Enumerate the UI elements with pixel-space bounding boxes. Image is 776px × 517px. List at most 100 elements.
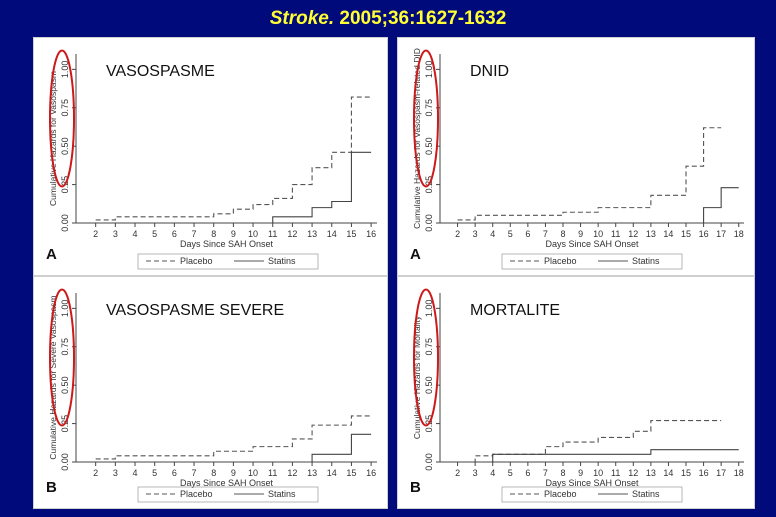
- x-tick-label: 6: [172, 229, 177, 239]
- x-tick-label: 17: [716, 468, 726, 478]
- panel-letter: B: [46, 479, 57, 496]
- chart-svg-mortalite: 0.000.250.500.751.002 3 4 5 6 7 8 9 10 11 12 13 14 15…: [410, 288, 744, 503]
- x-tick-label: 15: [346, 229, 356, 239]
- x-tick-label: 6: [525, 468, 530, 478]
- x-tick-label: 10: [248, 229, 258, 239]
- x-tick-label: 5: [152, 229, 157, 239]
- x-tick-label: 7: [543, 229, 548, 239]
- legend-label-statins: Statins: [632, 489, 660, 499]
- x-tick-label: 13: [646, 229, 656, 239]
- y-tick-label: 0.75: [60, 338, 70, 356]
- x-tick-label: 3: [473, 468, 478, 478]
- x-tick-label: 9: [231, 468, 236, 478]
- y-tick-label: 0.75: [60, 99, 70, 117]
- legend-label-statins: Statins: [268, 256, 296, 266]
- x-tick-label: 14: [327, 468, 337, 478]
- y-tick-label: 0.50: [60, 137, 70, 155]
- x-tick-label: 4: [490, 229, 495, 239]
- series-line-statins: [457, 187, 739, 224]
- overlay-label: DNID: [470, 63, 509, 80]
- y-axis-label: Cumulative Hazards for Severe Vasospasm: [48, 295, 58, 459]
- x-axis-label: Days Since SAH Onset: [180, 239, 274, 249]
- legend-label-placebo: Placebo: [544, 489, 577, 499]
- y-tick-label: 0.50: [424, 137, 434, 155]
- overlay-label: VASOSPASME: [106, 63, 215, 80]
- y-axis-label: Cumulative Hazards for Vasospasm-related…: [412, 48, 422, 229]
- chart-svg-vasospasme-severe: 0.000.250.500.751.002 3 4 5 6 7 8 9 10 11 12 13 14 15…: [46, 288, 377, 503]
- legend-label-statins: Statins: [268, 489, 296, 499]
- chart-svg-vasospasme: 0.000.250.500.751.002 3 4 5 6 7 8 9 10 11 12 13 14 15…: [46, 49, 377, 270]
- x-tick-label: 18: [734, 468, 744, 478]
- x-tick-label: 10: [248, 468, 258, 478]
- series-line-placebo: [95, 415, 372, 460]
- x-tick-label: 8: [211, 468, 216, 478]
- x-axis-label: Days Since SAH Onset: [180, 478, 274, 488]
- highlight-ellipse: [413, 49, 439, 188]
- x-tick-label: 11: [611, 468, 620, 478]
- citation-title: Stroke. 2005;36:1627-1632: [0, 8, 776, 30]
- series-line-placebo: [95, 96, 372, 221]
- x-tick-label: 9: [578, 229, 583, 239]
- x-tick-label: 13: [646, 468, 656, 478]
- x-tick-label: 2: [93, 468, 98, 478]
- legend-box: [501, 486, 683, 503]
- x-tick-label: 10: [593, 468, 603, 478]
- series-line-statins: [95, 433, 372, 463]
- series-line-placebo: [457, 127, 722, 221]
- y-tick-label: 1.00: [60, 300, 70, 318]
- x-tick-label: 7: [192, 468, 197, 478]
- chart-panel-vasospasme: 0.00 0.25 0.50 0.75 1.00 2 3 4 5 6 7 8 9 10 11 12 13 14 15…: [33, 37, 388, 276]
- x-tick-label: 16: [366, 229, 376, 239]
- citation-reference: 2005;36:1627-1632: [334, 8, 507, 29]
- x-tick-label: 11: [268, 468, 277, 478]
- x-tick-label: 16: [699, 229, 709, 239]
- x-tick-label: 4: [133, 229, 138, 239]
- y-axis-label: Cumulative Hazards for Mortality: [412, 315, 422, 439]
- highlight-ellipse: [49, 288, 75, 427]
- x-tick-label: 12: [628, 229, 638, 239]
- panel-letter: B: [410, 479, 421, 496]
- y-tick-label: 1.00: [424, 61, 434, 79]
- x-tick-label: 11: [611, 229, 620, 239]
- overlay-label: MORTALITE: [470, 302, 560, 319]
- x-tick-label: 9: [231, 229, 236, 239]
- x-tick-label: 16: [699, 468, 709, 478]
- legend-label-placebo: Placebo: [180, 489, 213, 499]
- series-line-statins: [95, 151, 372, 224]
- chart-svg-dnid: 0.000.250.500.751.002 3 4 5 6 7 8 9 10 11 12 13 14 15…: [410, 48, 744, 270]
- panel-letter: A: [410, 246, 421, 263]
- y-tick-label: 1.00: [424, 300, 434, 318]
- x-tick-label: 14: [327, 229, 337, 239]
- legend-box: [137, 486, 319, 503]
- chart-panel-dnid: 0.00 0.25 0.50 0.75 1.00 2 3 4 5 6 7 8 9 10 11 12 13 14 15…: [397, 37, 755, 276]
- y-tick-label: 0.50: [60, 376, 70, 394]
- x-tick-label: 12: [628, 468, 638, 478]
- chart-panel-vasospasme-severe: 0.00 0.25 0.50 0.75 1.00 2 3 4 5 6 7 8 9 10 11 12 13 14 15…: [33, 276, 388, 509]
- panel-letter: A: [46, 246, 57, 263]
- x-tick-label: 3: [473, 229, 478, 239]
- x-tick-label: 3: [113, 229, 118, 239]
- x-tick-label: 18: [734, 229, 744, 239]
- citation-journal: Stroke.: [269, 8, 335, 29]
- chart-panel-mortalite: 0.00 0.25 0.50 0.75 1.00 2 3 4 5 6 7 8 9 10 11 12 13 14 15…: [397, 276, 755, 509]
- highlight-ellipse: [413, 288, 439, 427]
- y-tick-label: 0.75: [424, 99, 434, 117]
- y-tick-label: 0.00: [424, 214, 434, 232]
- x-tick-label: 13: [307, 229, 317, 239]
- y-tick-label: 0.00: [424, 453, 434, 471]
- highlight-ellipse: [49, 49, 75, 188]
- x-tick-label: 2: [93, 229, 98, 239]
- legend-box: [137, 253, 319, 270]
- x-tick-label: 4: [490, 468, 495, 478]
- series-line-placebo: [457, 419, 722, 463]
- x-tick-label: 9: [578, 468, 583, 478]
- x-tick-label: 15: [681, 229, 691, 239]
- x-tick-label: 12: [287, 229, 297, 239]
- x-tick-label: 5: [152, 468, 157, 478]
- series-line-statins: [457, 449, 739, 463]
- x-tick-label: 5: [508, 229, 513, 239]
- x-tick-label: 15: [681, 468, 691, 478]
- y-tick-label: 0.75: [424, 338, 434, 356]
- x-tick-label: 14: [663, 229, 673, 239]
- legend-box: [501, 253, 683, 270]
